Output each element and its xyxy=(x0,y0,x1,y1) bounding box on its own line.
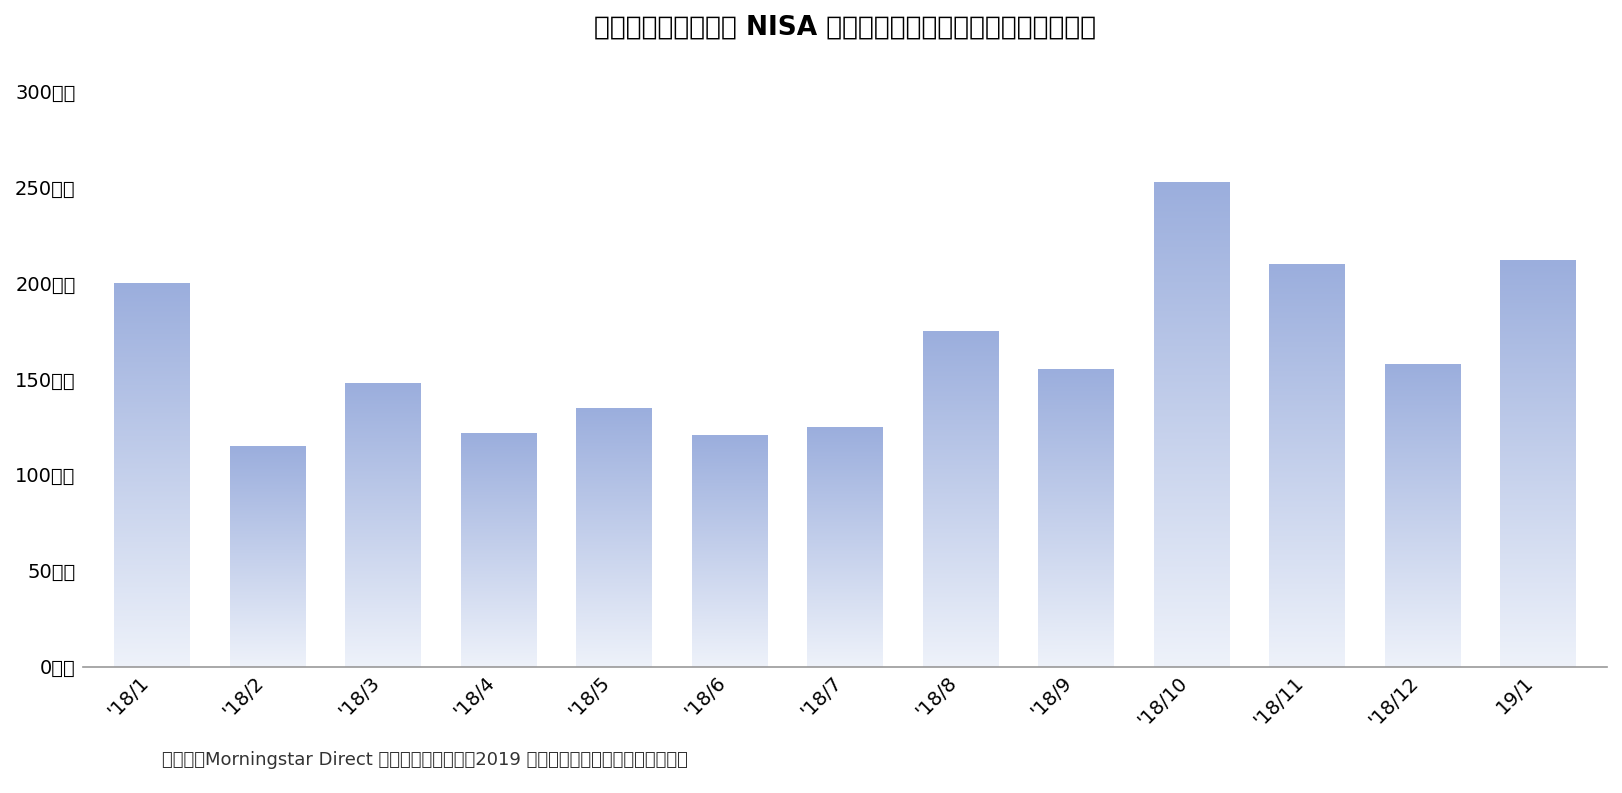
Title: 【図表３】つみたて NISA 対象の外国株式ファンドの資金流出入: 【図表３】つみたて NISA 対象の外国株式ファンドの資金流出入 xyxy=(594,15,1096,41)
Text: （資料）Morningstar Direct を用いて筆者作成。2019 年１月のみ推計値、他は実績値。: （資料）Morningstar Direct を用いて筆者作成。2019 年１月… xyxy=(162,751,688,769)
